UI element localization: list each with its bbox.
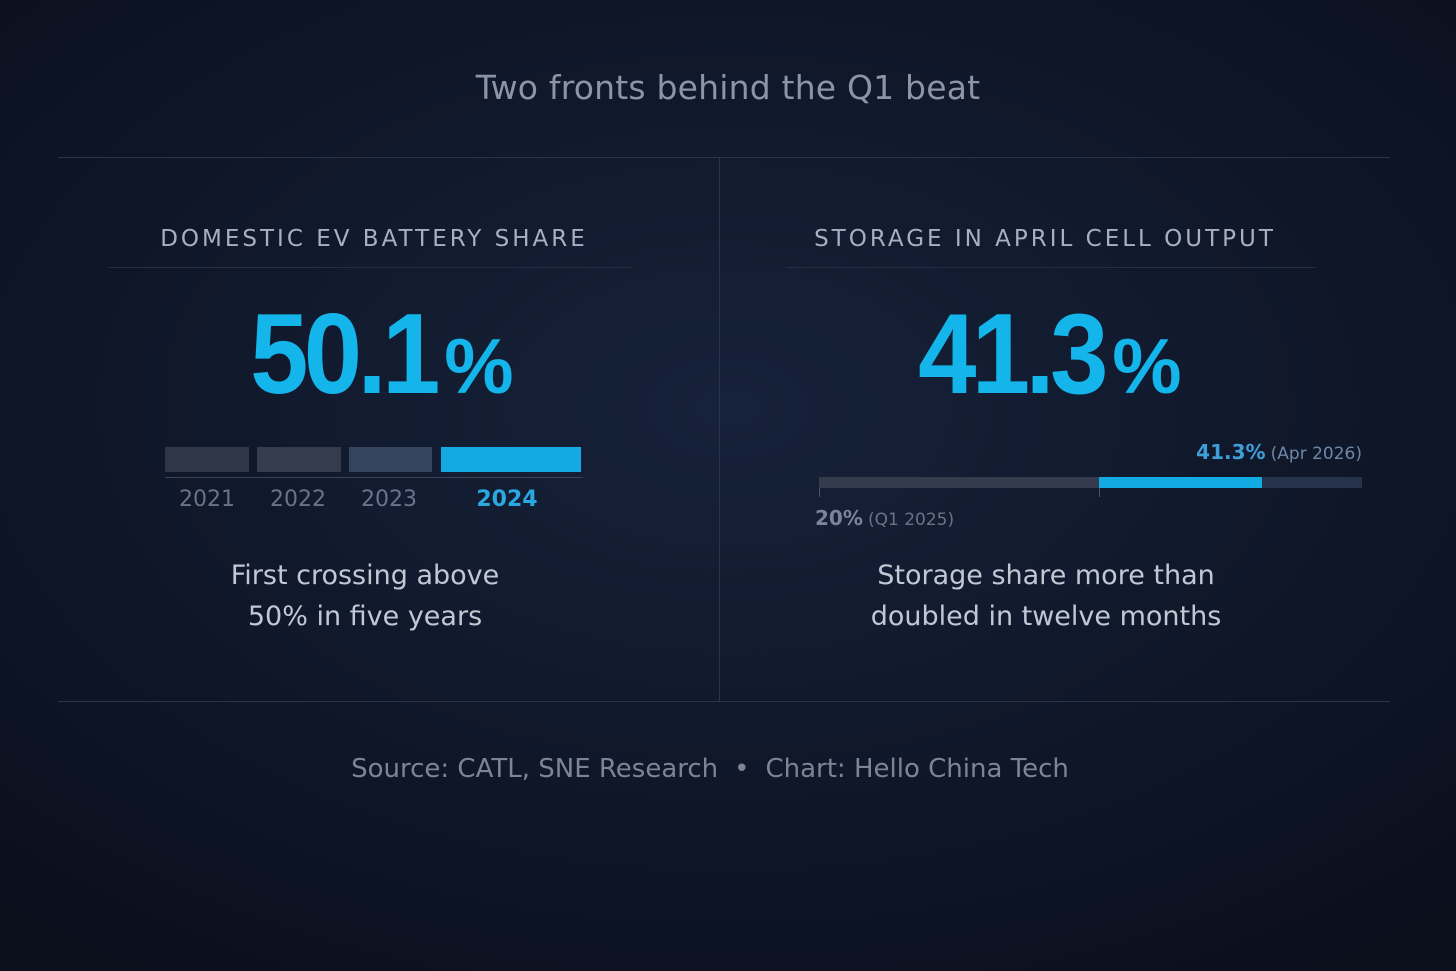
chart-title: Two fronts behind the Q1 beat bbox=[475, 68, 981, 107]
right-caption: Storage share more than doubled in twelv… bbox=[786, 555, 1306, 637]
right-panel-heading: STORAGE IN APRIL CELL OUTPUT bbox=[814, 226, 1276, 252]
top-divider bbox=[58, 157, 1390, 158]
year-bar-2022 bbox=[257, 447, 341, 472]
end-value-label: 41.3% (Apr 2026) bbox=[1160, 440, 1362, 464]
year-bars-baseline bbox=[165, 477, 583, 478]
separator-dot: • bbox=[734, 754, 750, 784]
end-tick bbox=[1099, 488, 1100, 497]
right-caption-line1: Storage share more than bbox=[877, 560, 1215, 591]
right-big-value: 41.3% bbox=[776, 298, 1316, 412]
storage-track bbox=[819, 477, 1362, 488]
start-value-label: 20% (Q1 2025) bbox=[815, 506, 954, 530]
right-heading-underline bbox=[786, 267, 1316, 268]
left-heading-underline bbox=[108, 267, 632, 268]
left-big-value: 50.1% bbox=[108, 298, 648, 412]
source-line: Source: CATL, SNE Research • Chart: Hello … bbox=[0, 754, 1420, 784]
start-tick bbox=[819, 488, 820, 497]
left-caption-line2: 50% in five years bbox=[247, 601, 483, 632]
storage-increase-bar bbox=[1099, 477, 1262, 488]
left-caption-line1: First crossing above bbox=[230, 560, 500, 591]
start-value: 20% bbox=[815, 506, 863, 530]
left-value-unit: % bbox=[444, 322, 514, 410]
right-value-number: 41.3 bbox=[918, 291, 1108, 418]
year-label-2023: 2023 bbox=[361, 487, 417, 512]
year-bar-2024 bbox=[441, 447, 581, 472]
chart-credit: Chart: Hello China Tech bbox=[765, 754, 1069, 784]
start-period: (Q1 2025) bbox=[867, 510, 955, 530]
center-divider bbox=[719, 157, 720, 701]
source-text: Source: CATL, SNE Research bbox=[351, 754, 719, 784]
year-label-2021: 2021 bbox=[179, 487, 235, 512]
left-panel-heading: DOMESTIC EV BATTERY SHARE bbox=[160, 226, 588, 252]
year-bar-2023 bbox=[349, 447, 432, 472]
left-caption: First crossing above 50% in five years bbox=[108, 555, 622, 637]
bottom-divider bbox=[58, 701, 1390, 702]
year-label-2022: 2022 bbox=[270, 487, 326, 512]
year-bar-2021 bbox=[165, 447, 249, 472]
year-label-2024: 2024 bbox=[476, 487, 538, 512]
end-period: (Apr 2026) bbox=[1270, 444, 1362, 464]
right-value-unit: % bbox=[1112, 322, 1182, 410]
storage-track-remainder bbox=[1262, 477, 1362, 488]
left-value-number: 50.1 bbox=[250, 291, 440, 418]
end-value: 41.3% bbox=[1196, 440, 1266, 464]
right-caption-line2: doubled in twelve months bbox=[870, 601, 1222, 632]
